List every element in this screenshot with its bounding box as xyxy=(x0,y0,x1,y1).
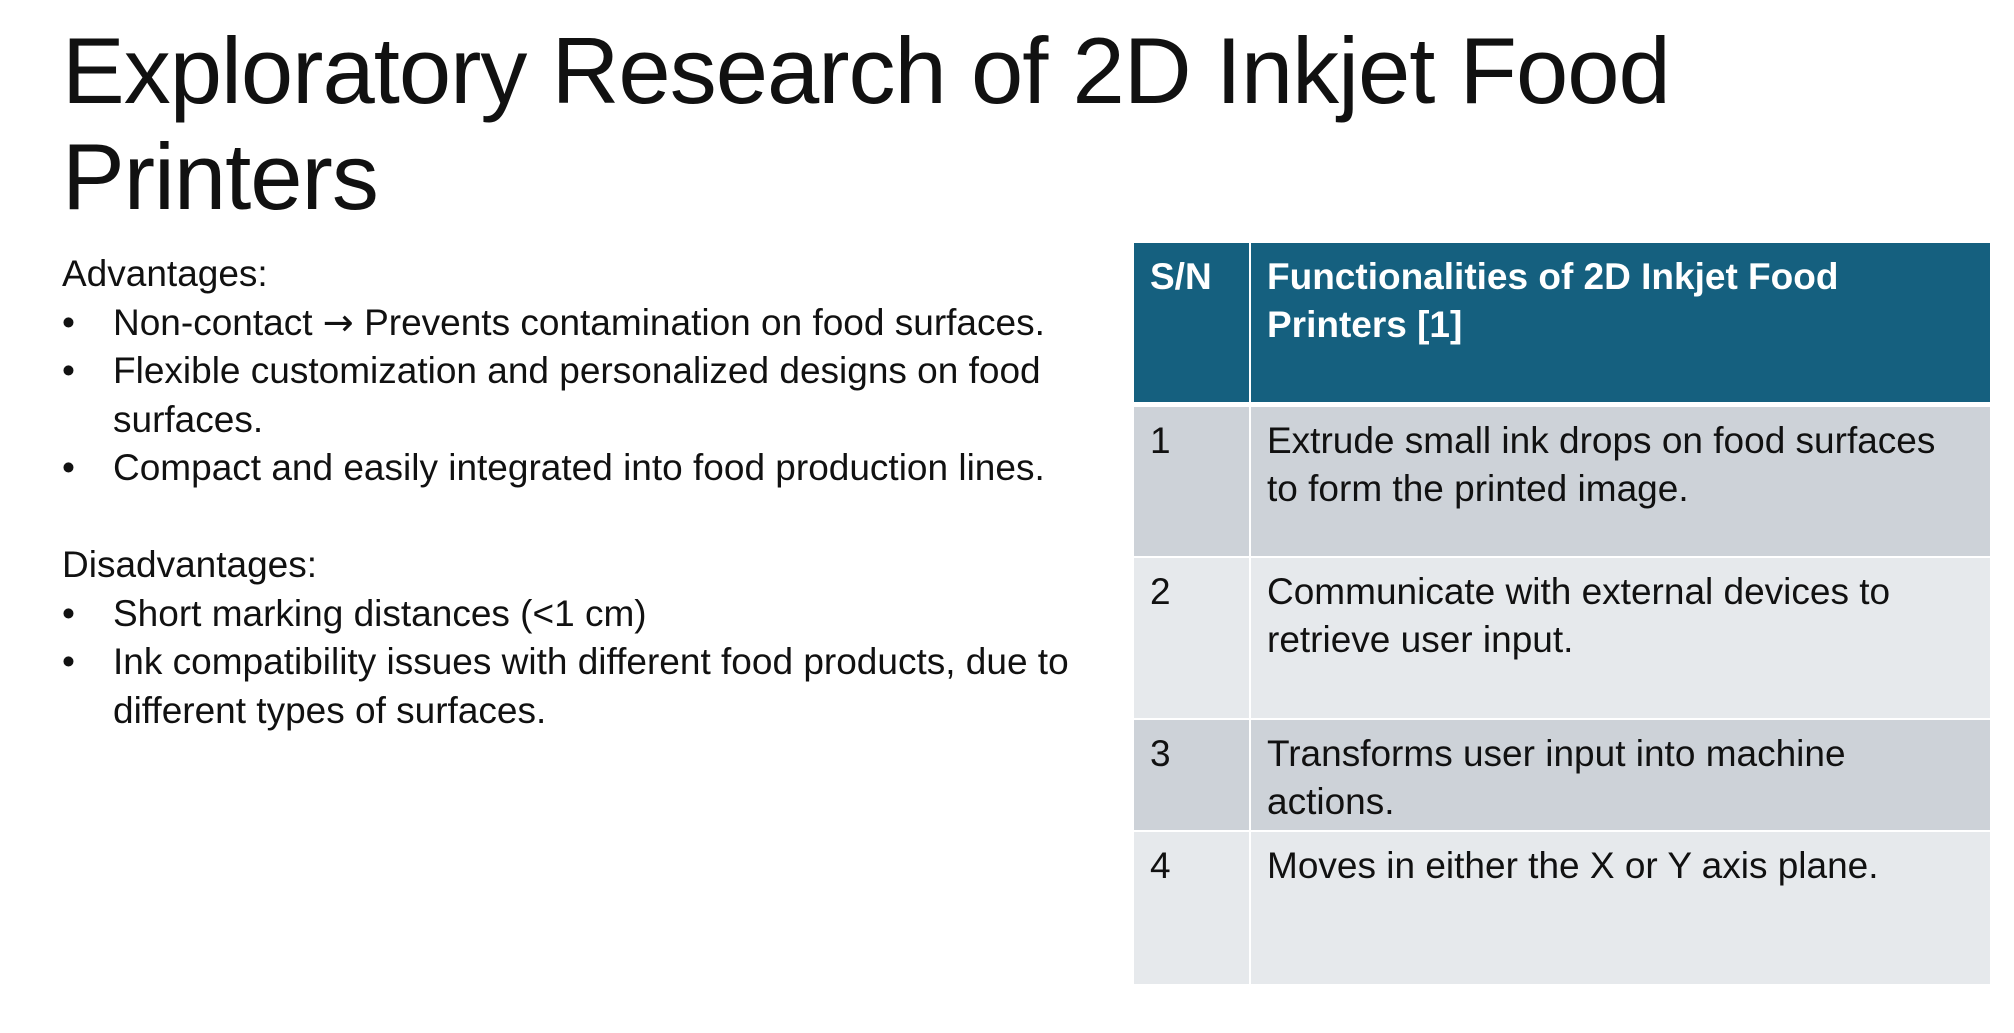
arrow-right-icon: → xyxy=(322,300,354,344)
advantage-text-end: Prevents contamination on food surfaces. xyxy=(353,301,1045,343)
advantage-text: Flexible customization and personalized … xyxy=(113,350,1041,440)
sn-cell: 1 xyxy=(1132,403,1251,558)
disadvantage-text: Short marking distances (<1 cm) xyxy=(113,592,647,634)
sn-cell: 4 xyxy=(1132,830,1251,986)
disadvantages-list: • Short marking distances (<1 cm) • Ink … xyxy=(62,590,1072,736)
table-header-row: S/N Functionalities of 2D Inkjet Food Pr… xyxy=(1132,241,1992,407)
functionality-cell: Moves in either the X or Y axis plane. xyxy=(1249,830,1992,986)
list-item: • Compact and easily integrated into foo… xyxy=(62,444,1072,493)
functionality-cell: Extrude small ink drops on food surfaces… xyxy=(1249,403,1992,558)
list-item: • Short marking distances (<1 cm) xyxy=(62,590,1072,639)
advantages-list: • Non-contact → Prevents contamination o… xyxy=(62,299,1072,493)
pros-cons-section: Advantages: • Non-contact → Prevents con… xyxy=(62,250,1072,735)
table-row: 1 Extrude small ink drops on food surfac… xyxy=(1132,403,1992,558)
table-row: 3 Transforms user input into machine act… xyxy=(1132,718,1992,832)
functionality-cell: Communicate with external devices to ret… xyxy=(1249,556,1992,720)
bullet-icon: • xyxy=(62,447,75,488)
functionality-cell: Transforms user input into machine actio… xyxy=(1249,718,1992,832)
bullet-icon: • xyxy=(62,301,75,343)
functionality-column-header: Functionalities of 2D Inkjet Food Printe… xyxy=(1249,241,1992,407)
table-row: 2 Communicate with external devices to r… xyxy=(1132,556,1992,720)
list-item: • Non-contact → Prevents contamination o… xyxy=(62,299,1072,348)
slide-title: Exploratory Research of 2D Inkjet Food P… xyxy=(62,18,1671,229)
sn-cell: 3 xyxy=(1132,718,1251,832)
advantage-text: Compact and easily integrated into food … xyxy=(113,447,1045,488)
section-spacer xyxy=(62,493,1072,542)
table-row: 4 Moves in either the X or Y axis plane. xyxy=(1132,830,1992,986)
sn-cell: 2 xyxy=(1132,556,1251,720)
disadvantage-text: Ink compatibility issues with different … xyxy=(113,641,1069,731)
functionalities-table: S/N Functionalities of 2D Inkjet Food Pr… xyxy=(1132,241,1992,986)
bullet-icon: • xyxy=(62,592,75,634)
advantages-heading: Advantages: xyxy=(62,253,268,294)
disadvantages-heading: Disadvantages: xyxy=(62,544,318,585)
bullet-icon: • xyxy=(62,641,75,682)
list-item: • Ink compatibility issues with differen… xyxy=(62,638,1072,735)
list-item: • Flexible customization and personalize… xyxy=(62,347,1072,444)
bullet-icon: • xyxy=(62,350,75,391)
advantage-text-start: Non-contact xyxy=(113,301,323,343)
sn-column-header: S/N xyxy=(1132,241,1251,407)
